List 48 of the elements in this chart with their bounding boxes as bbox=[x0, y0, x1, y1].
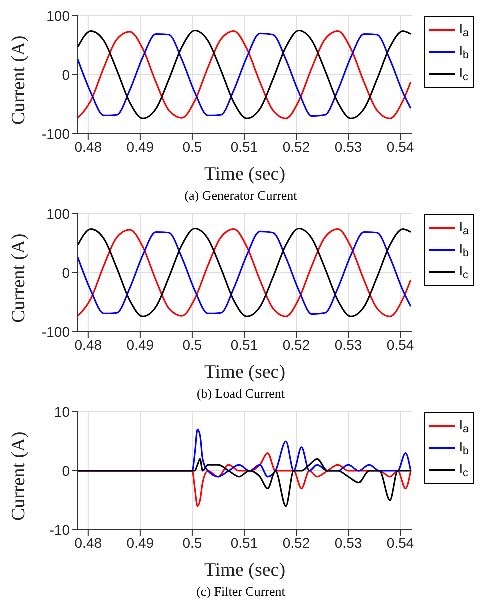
x-tick-label: 0.5 bbox=[182, 336, 202, 353]
legend-label: I$_{a}$ bbox=[459, 416, 469, 436]
y-tick-label: 0 bbox=[62, 66, 70, 83]
y-axis-title: Current (A) bbox=[8, 234, 30, 323]
text: (c) Filter Current bbox=[196, 584, 286, 600]
x-tick-label: 0.52 bbox=[282, 138, 310, 155]
text: (a) Generator Current bbox=[184, 188, 298, 204]
y-tick-label: 10 bbox=[54, 404, 70, 420]
y-axis-title: Current (A) bbox=[8, 432, 30, 521]
x-axis-title: Time (sec) bbox=[204, 560, 286, 581]
legend-label: I$_{c}$ bbox=[459, 460, 468, 480]
legend-label: I$_{a}$ bbox=[459, 20, 469, 40]
x-tick-label: 0.49 bbox=[126, 138, 154, 155]
x-tick-label: 0.48 bbox=[74, 534, 102, 551]
x-tick-label: 0.51 bbox=[230, 138, 258, 155]
x-tick-label: 0.52 bbox=[282, 336, 310, 353]
x-tick-label: 0.49 bbox=[126, 336, 154, 353]
x-tick-label: 0.52 bbox=[282, 534, 310, 551]
legend-label: I$_{c}$ bbox=[459, 262, 468, 282]
x-tick-label: 0.48 bbox=[74, 336, 102, 353]
y-tick-label: 0 bbox=[62, 462, 70, 479]
legend-label: I$_{a}$ bbox=[459, 218, 469, 238]
x-tick-label: 0.51 bbox=[230, 336, 258, 353]
y-tick-label: 100 bbox=[46, 8, 70, 24]
x-axis-title: Time (sec) bbox=[204, 362, 286, 383]
legend-label: I$_{b}$ bbox=[459, 240, 469, 260]
x-tick-label: 0.49 bbox=[126, 534, 154, 551]
y-tick-label: -100 bbox=[42, 126, 70, 142]
legend-label: I$_{b}$ bbox=[459, 438, 469, 458]
x-tick-label: 0.5 bbox=[182, 534, 202, 551]
x-axis-title: Time (sec) bbox=[204, 164, 286, 185]
x-tick-label: 0.53 bbox=[334, 534, 362, 551]
legend-label: I$_{b}$ bbox=[459, 42, 469, 62]
y-tick-label: 100 bbox=[46, 206, 70, 222]
text: (b) Load Current bbox=[196, 386, 286, 402]
x-tick-label: 0.5 bbox=[182, 138, 202, 155]
x-tick-label: 0.53 bbox=[334, 138, 362, 155]
x-tick-label: 0.48 bbox=[74, 138, 102, 155]
y-tick-label: -100 bbox=[42, 324, 70, 340]
x-tick-label: 0.54 bbox=[386, 336, 414, 353]
x-tick-label: 0.54 bbox=[386, 138, 414, 155]
legend-label: I$_{c}$ bbox=[459, 64, 468, 84]
x-tick-label: 0.51 bbox=[230, 534, 258, 551]
x-tick-label: 0.54 bbox=[386, 534, 414, 551]
y-tick-label: -10 bbox=[50, 522, 70, 538]
x-tick-label: 0.53 bbox=[334, 336, 362, 353]
y-axis-title: Current (A) bbox=[8, 36, 30, 125]
y-tick-label: 0 bbox=[62, 264, 70, 281]
